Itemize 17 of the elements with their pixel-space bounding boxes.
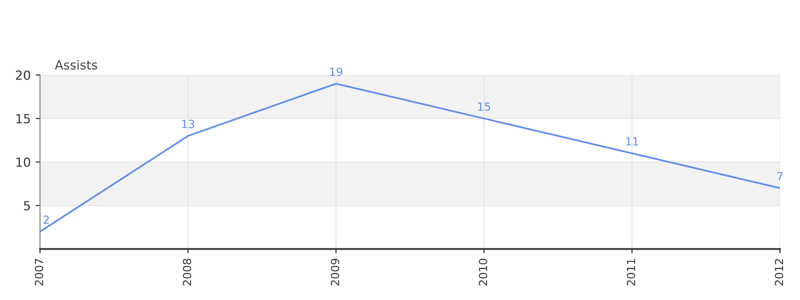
x-tick-label: 2010 (478, 258, 488, 286)
y-tick-label: 5 (24, 201, 30, 210)
data-label: 15 (478, 102, 490, 111)
data-label: 13 (182, 120, 194, 128)
x-tick-label: 2012 (774, 259, 784, 286)
y-tick-label: 20 (16, 70, 30, 80)
data-label: 7 (777, 172, 783, 180)
x-tick-label: 2007 (34, 258, 44, 286)
x-tick-label: 2011 (626, 259, 636, 286)
x-tick-label: 2009 (330, 258, 340, 286)
x-tick-label: 2008 (182, 258, 192, 286)
y-tick-label: 10 (16, 157, 30, 167)
data-label: 2 (44, 215, 49, 224)
data-label: 19 (330, 68, 342, 76)
y-tick-label: 15 (16, 114, 30, 124)
data-label: 11 (626, 137, 638, 146)
chart-title: Assists (54, 60, 98, 70)
